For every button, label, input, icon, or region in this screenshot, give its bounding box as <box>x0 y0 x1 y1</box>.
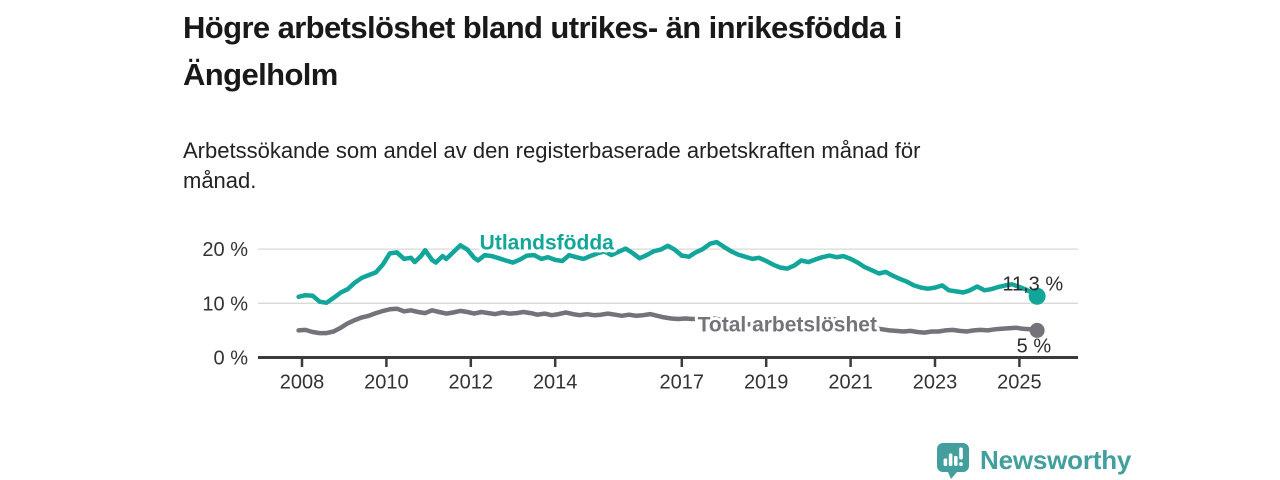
chart-subtitle: Arbetssökande som andel av den registerb… <box>183 136 1063 196</box>
x-tick-label-2014: 2014 <box>533 372 578 394</box>
chart-title: Högre arbetslöshet bland utrikes- än inr… <box>183 4 1083 98</box>
speech-bubble-shape <box>937 443 969 479</box>
y-tick-label-0: 0 % <box>214 348 249 370</box>
x-tick-label-2023: 2023 <box>913 372 958 394</box>
chart-title-line-1: Högre arbetslöshet bland utrikes- än inr… <box>183 10 902 45</box>
chart-subtitle-line-1: Arbetssökande som andel av den registerb… <box>183 138 921 163</box>
bar-1 <box>943 458 948 466</box>
series-end-dot-total <box>1029 322 1045 338</box>
series-line-utlandsfodda <box>296 239 1040 306</box>
bar-2 <box>948 453 953 466</box>
exclamation-bar <box>959 447 963 460</box>
newsworthy-brand: Newsworthy <box>936 442 1131 479</box>
x-tick-label-2017: 2017 <box>660 372 705 394</box>
newsworthy-brand-name: Newsworthy <box>980 445 1132 475</box>
x-tick-label-2010: 2010 <box>364 372 409 394</box>
series-end-dot-utlandsfodda <box>1028 287 1046 305</box>
end-value-label-total: 5 % <box>1017 335 1052 357</box>
chart-title-line-2: Ängelholm <box>183 57 338 92</box>
series-line-total <box>296 306 1040 336</box>
x-tick-label-2021: 2021 <box>828 372 873 394</box>
x-tick-label-2008: 2008 <box>280 372 325 394</box>
y-tick-label-10: 10 % <box>202 293 248 315</box>
x-tick-label-2025: 2025 <box>997 372 1042 394</box>
exclamation-dot <box>959 462 963 466</box>
newsworthy-bars-speech-bubble-icon <box>937 443 969 479</box>
bar-3 <box>954 456 958 466</box>
series-label-total: Total arbetslöshet <box>698 313 877 336</box>
y-tick-label-20: 20 % <box>202 239 248 261</box>
chart-subtitle-line-2: månad. <box>183 168 257 193</box>
end-value-label-utlandsfodda: 11,3 % <box>1002 273 1063 295</box>
x-tick-label-2019: 2019 <box>744 372 789 394</box>
series-label-utlandsfodda: Utlandsfödda <box>480 232 614 255</box>
x-tick-label-2012: 2012 <box>449 372 494 394</box>
